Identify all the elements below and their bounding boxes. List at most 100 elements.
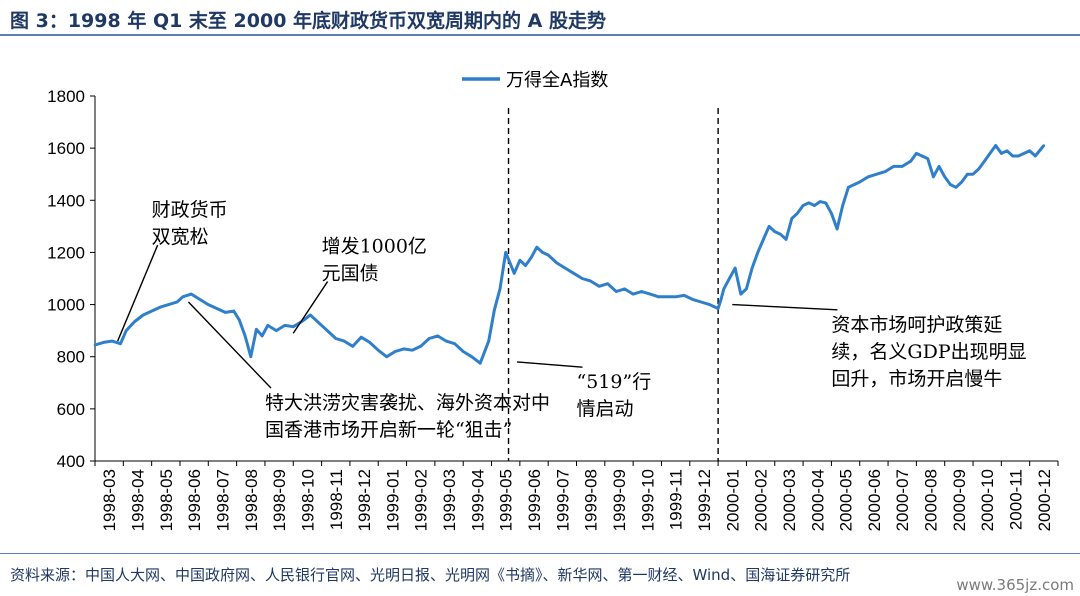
data-point <box>461 350 465 353</box>
data-point <box>342 339 346 343</box>
annotation-text: 双宽松 <box>152 226 209 248</box>
data-point <box>739 292 743 296</box>
data-point <box>563 266 567 270</box>
x-tick-label: 1998-03 <box>100 469 119 531</box>
y-tick-label: 800 <box>57 348 85 367</box>
x-tick-label: 1999-05 <box>497 469 516 531</box>
data-point <box>141 313 145 317</box>
y-tick-label: 1000 <box>47 296 85 315</box>
annotation-leader-line <box>117 244 159 342</box>
data-point <box>657 295 660 299</box>
data-point <box>175 300 179 304</box>
data-point <box>640 290 643 293</box>
x-tick-label: 2000-09 <box>950 469 969 531</box>
data-point <box>900 165 904 168</box>
x-tick-label: 2000-05 <box>837 469 856 531</box>
annotation-text: 增发1000亿 <box>322 236 427 258</box>
data-point <box>224 311 227 314</box>
data-point <box>1022 152 1026 155</box>
data-point <box>682 294 686 297</box>
data-point <box>524 264 527 267</box>
data-point <box>745 287 748 291</box>
data-point <box>181 295 185 299</box>
data-point <box>266 324 270 327</box>
data-point <box>983 159 986 163</box>
data-point <box>1042 144 1046 147</box>
data-point <box>943 175 946 179</box>
data-point <box>750 266 754 270</box>
x-tick-label: 1998-11 <box>327 469 346 530</box>
x-tick-label: 1999-01 <box>383 469 402 531</box>
data-point <box>699 300 703 304</box>
data-point <box>232 309 236 313</box>
x-tick-label: 1998-07 <box>213 469 232 531</box>
x-tick-label: 1998-04 <box>128 469 147 531</box>
data-point <box>487 339 491 343</box>
data-point <box>597 285 601 288</box>
line-chart: 400 600 800 1000 1200 1400 1600 1800 1998-03 1998… <box>47 70 1059 531</box>
data-point <box>572 272 575 275</box>
data-point <box>385 355 389 359</box>
data-point <box>719 298 723 301</box>
x-tick-label: 1999-11 <box>667 469 686 530</box>
data-point <box>498 287 502 291</box>
data-point <box>716 307 720 310</box>
data-point <box>359 335 363 339</box>
data-point <box>824 201 827 205</box>
data-point <box>631 292 635 296</box>
data-point <box>665 295 669 299</box>
data-point <box>875 172 878 176</box>
data-point <box>1028 149 1031 153</box>
data-point <box>512 272 516 275</box>
data-point <box>949 183 952 186</box>
chart-legend: 万得全A指数 <box>462 70 608 91</box>
data-point <box>580 277 584 280</box>
chart-axes: 400 600 800 1000 1200 1400 1600 1800 1998-03 1998… <box>47 87 1059 531</box>
annotation-leader-line <box>732 303 838 311</box>
x-tick-label: 1998-10 <box>298 469 317 531</box>
data-point <box>198 298 202 301</box>
data-point <box>119 342 122 346</box>
data-point <box>988 152 992 155</box>
data-point <box>920 154 924 158</box>
x-tick-label: 1999-02 <box>412 469 431 531</box>
data-point <box>1000 152 1003 155</box>
data-point <box>994 144 997 147</box>
x-tick-label: 2000-06 <box>865 469 884 531</box>
data-point <box>1034 154 1037 158</box>
annotation-leader-line <box>516 361 583 368</box>
data-point <box>334 337 338 340</box>
data-point <box>283 324 287 327</box>
data-point <box>158 305 162 309</box>
x-tick-label: 2000-11 <box>1007 469 1026 530</box>
y-tick-label: 1600 <box>47 139 85 158</box>
data-point <box>493 308 496 312</box>
data-point <box>317 321 321 325</box>
data-point <box>309 313 312 317</box>
data-point <box>966 172 969 176</box>
data-point <box>708 303 711 306</box>
data-point <box>892 165 895 168</box>
x-tick-label: 2000-07 <box>893 469 912 531</box>
y-tick-label: 1400 <box>47 191 85 210</box>
x-tick-label: 1998-05 <box>157 469 176 531</box>
x-tick-label: 1998-12 <box>355 469 374 531</box>
x-tick-label: 2000-03 <box>780 469 799 531</box>
x-tick-label: 1999-08 <box>582 469 601 531</box>
data-point <box>368 341 372 344</box>
data-point <box>722 287 726 291</box>
data-point <box>518 259 522 262</box>
data-point <box>215 307 219 310</box>
data-point <box>167 303 170 306</box>
x-tick-label: 2000-04 <box>808 469 827 531</box>
data-point <box>393 350 397 353</box>
annotation-text: 元国债 <box>322 263 379 285</box>
data-point <box>124 329 128 332</box>
watermark: www.365jz.com <box>956 576 1074 594</box>
data-point <box>190 292 193 296</box>
data-point <box>110 339 114 343</box>
data-point <box>275 329 278 332</box>
data-point <box>351 345 355 348</box>
data-point <box>866 175 870 179</box>
